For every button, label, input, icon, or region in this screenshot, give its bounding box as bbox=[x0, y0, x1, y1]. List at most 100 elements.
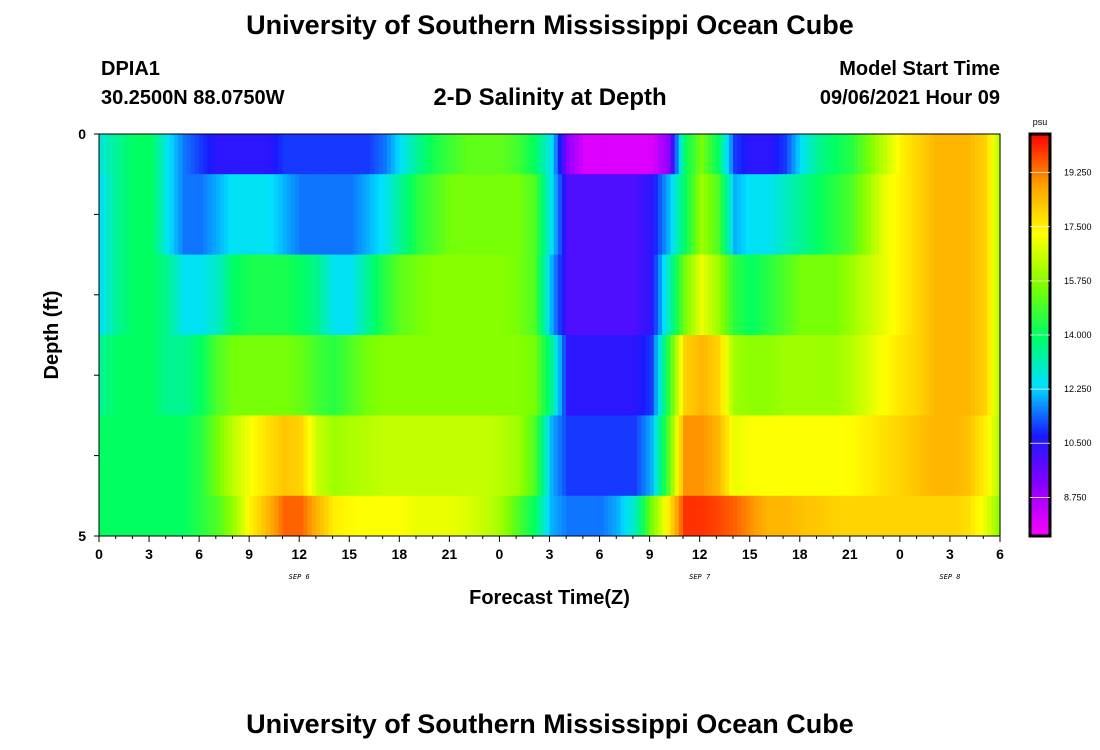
heatmap-cell bbox=[991, 495, 997, 537]
heatmap-cell bbox=[570, 254, 576, 336]
heatmap-cell bbox=[624, 134, 630, 175]
heatmap-cell bbox=[424, 495, 430, 537]
heatmap-cell bbox=[737, 335, 742, 416]
heatmap-cell bbox=[774, 495, 780, 537]
heatmap-cell bbox=[632, 415, 638, 497]
x-tick-label: 0 bbox=[896, 546, 904, 562]
heatmap-cell bbox=[954, 335, 959, 416]
heatmap-cell bbox=[390, 335, 396, 416]
heatmap-cell bbox=[520, 174, 526, 255]
heatmap-cell bbox=[599, 134, 605, 175]
heatmap-cell bbox=[320, 415, 325, 497]
heatmap-cell bbox=[720, 415, 726, 497]
heatmap-cell bbox=[541, 495, 546, 537]
heatmap-cell bbox=[929, 335, 934, 416]
heatmap-cell bbox=[349, 495, 355, 537]
heatmap-cell bbox=[128, 415, 133, 497]
heatmap-cell bbox=[395, 134, 400, 175]
heatmap-cell bbox=[879, 415, 884, 497]
heatmap-cell bbox=[912, 335, 918, 416]
heatmap-cell bbox=[753, 335, 759, 416]
heatmap-cell bbox=[278, 134, 284, 175]
heatmap-cell bbox=[486, 335, 492, 416]
heatmap-cell bbox=[228, 174, 234, 255]
heatmap-cell bbox=[816, 254, 822, 336]
heatmap-cell bbox=[708, 415, 713, 497]
heatmap-cell bbox=[983, 134, 989, 175]
heatmap-cell bbox=[545, 335, 551, 416]
heatmap-cell bbox=[979, 174, 984, 255]
heatmap-cell bbox=[720, 134, 726, 175]
heatmap-cell bbox=[390, 134, 396, 175]
heatmap-cell bbox=[587, 134, 592, 175]
heatmap-cell bbox=[887, 335, 893, 416]
heatmap-cell bbox=[174, 495, 179, 537]
colorbar-unit: psu bbox=[1033, 117, 1048, 127]
heatmap-cell bbox=[474, 174, 480, 255]
heatmap-cell bbox=[816, 495, 822, 537]
heatmap-cell bbox=[211, 254, 217, 336]
heatmap-cell bbox=[470, 495, 476, 537]
heatmap-cell bbox=[837, 335, 843, 416]
heatmap-cell bbox=[541, 174, 546, 255]
heatmap-cell bbox=[745, 415, 751, 497]
heatmap-cell bbox=[553, 335, 559, 416]
heatmap-cell bbox=[382, 254, 388, 336]
heatmap-cell bbox=[566, 415, 571, 497]
heatmap-cell bbox=[904, 174, 909, 255]
heatmap-cell bbox=[562, 415, 567, 497]
heatmap-cell bbox=[870, 495, 876, 537]
heatmap-cell bbox=[595, 254, 601, 336]
heatmap-cell bbox=[620, 415, 626, 497]
heatmap-cell bbox=[570, 174, 576, 255]
heatmap-cell bbox=[340, 495, 346, 537]
heatmap-cell bbox=[203, 335, 209, 416]
heatmap-cell bbox=[161, 134, 167, 175]
heatmap-cell bbox=[833, 134, 838, 175]
heatmap-cell bbox=[378, 495, 384, 537]
heatmap-cell bbox=[891, 415, 897, 497]
heatmap-cell bbox=[332, 495, 338, 537]
heatmap-cell bbox=[361, 495, 367, 537]
heatmap-cell bbox=[436, 134, 442, 175]
heatmap-cell bbox=[695, 134, 701, 175]
heatmap-cell bbox=[762, 415, 768, 497]
heatmap-cell bbox=[466, 174, 471, 255]
heatmap-cell bbox=[169, 134, 175, 175]
heatmap-cell bbox=[699, 335, 705, 416]
heatmap-cell bbox=[803, 174, 809, 255]
heatmap-cell bbox=[407, 335, 413, 416]
heatmap-cell bbox=[236, 134, 242, 175]
heatmap-cell bbox=[99, 174, 104, 255]
heatmap-cell bbox=[783, 254, 788, 336]
heatmap-cell bbox=[820, 335, 826, 416]
heatmap-cell bbox=[716, 335, 722, 416]
heatmap-cell bbox=[340, 134, 346, 175]
heatmap-cell bbox=[733, 335, 738, 416]
heatmap-cell bbox=[149, 335, 154, 416]
heatmap-cell bbox=[799, 415, 805, 497]
heatmap-cell bbox=[687, 335, 692, 416]
heatmap-cell bbox=[336, 174, 342, 255]
heatmap-cell bbox=[670, 174, 676, 255]
heatmap-cell bbox=[178, 174, 184, 255]
heatmap-cell bbox=[670, 495, 676, 537]
heatmap-cell bbox=[232, 495, 238, 537]
heatmap-cell bbox=[883, 254, 888, 336]
heatmap-cell bbox=[136, 335, 142, 416]
heatmap-cell bbox=[461, 254, 467, 336]
heatmap-cell bbox=[741, 335, 747, 416]
heatmap-cell bbox=[215, 495, 221, 537]
heatmap-cell bbox=[520, 415, 526, 497]
heatmap-cell bbox=[482, 254, 488, 336]
heatmap-cell bbox=[716, 415, 722, 497]
heatmap-cell bbox=[536, 174, 542, 255]
heatmap-cell bbox=[495, 134, 501, 175]
heatmap-cell bbox=[612, 335, 617, 416]
heatmap-cell bbox=[411, 335, 417, 416]
heatmap-cell bbox=[991, 254, 997, 336]
heatmap-cell bbox=[632, 495, 638, 537]
heatmap-cell bbox=[536, 335, 542, 416]
date-label: SEP 7 bbox=[689, 573, 711, 581]
heatmap-cell bbox=[303, 134, 309, 175]
